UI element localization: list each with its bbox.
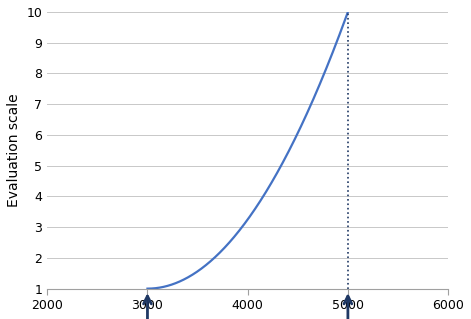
- Y-axis label: Evaluation scale: Evaluation scale: [7, 93, 21, 207]
